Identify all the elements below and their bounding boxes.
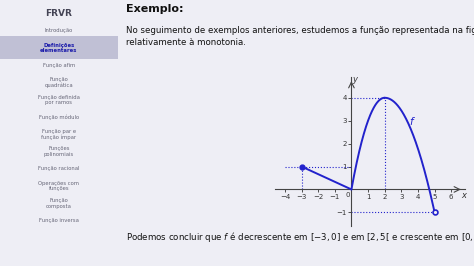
- Text: y: y: [352, 75, 357, 84]
- Text: Função par e
função ímpar: Função par e função ímpar: [41, 129, 76, 140]
- Text: Funções
polinomiais: Funções polinomiais: [44, 146, 74, 157]
- Text: Função definida
por ramos: Função definida por ramos: [38, 94, 80, 105]
- Text: Operações com
funções: Operações com funções: [38, 181, 79, 192]
- Text: Função afim: Função afim: [43, 63, 75, 68]
- Text: x: x: [461, 191, 466, 200]
- Text: Função
composta: Função composta: [46, 198, 72, 209]
- Text: Função racional: Função racional: [38, 167, 80, 171]
- Text: 0: 0: [346, 192, 350, 198]
- Text: Função
quadrática: Função quadrática: [45, 77, 73, 88]
- Text: $f$: $f$: [410, 115, 417, 127]
- Text: No seguimento de exemplos anteriores, estudemos a função representada na figura
: No seguimento de exemplos anteriores, es…: [126, 26, 474, 47]
- Text: FRVR: FRVR: [46, 9, 72, 18]
- Text: Função inversa: Função inversa: [39, 218, 79, 223]
- Text: Definições
elementares: Definições elementares: [40, 43, 77, 53]
- FancyBboxPatch shape: [0, 36, 118, 59]
- Text: Exemplo:: Exemplo:: [126, 4, 183, 14]
- Text: Podemos concluir que $f$ é decrescente em $[-3,0]$ e em $[2,5[$ e crescente em $: Podemos concluir que $f$ é decrescente e…: [126, 230, 474, 244]
- Text: Função módulo: Função módulo: [39, 114, 79, 120]
- Text: Introdução: Introdução: [45, 28, 73, 33]
